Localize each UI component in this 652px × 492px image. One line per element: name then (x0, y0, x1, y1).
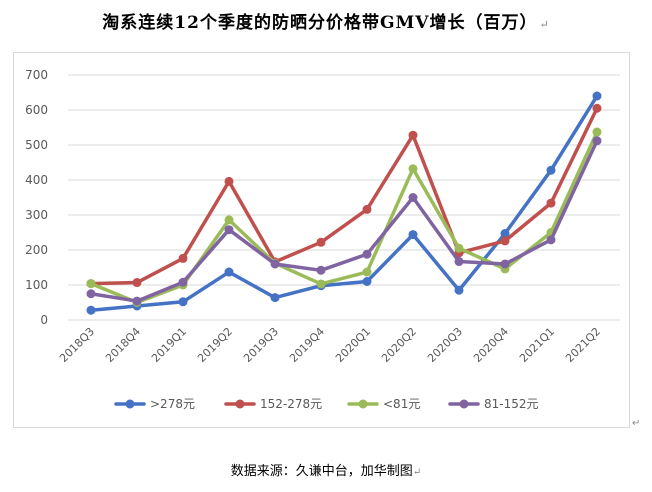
data-point (86, 289, 96, 299)
x-tick-label: 2020Q2 (379, 325, 419, 365)
legend-label: 81-152元 (484, 397, 539, 411)
series-line (89, 130, 599, 305)
y-tick-label: 100 (25, 278, 48, 292)
data-point (500, 236, 510, 246)
series-line (89, 106, 599, 286)
data-point (454, 285, 464, 295)
data-point (224, 267, 234, 277)
data-point (132, 278, 142, 288)
data-point (408, 193, 418, 202)
source-note: 数据来源：久谦中台，加华制图↵ (0, 460, 652, 479)
x-tick-label: 2018Q4 (103, 325, 143, 365)
data-point (270, 259, 280, 269)
paragraph-mark-icon: ↵ (539, 18, 550, 31)
data-point (132, 296, 142, 306)
data-point (592, 103, 602, 113)
data-point (178, 297, 188, 307)
y-tick-label: 200 (25, 243, 48, 257)
data-point (362, 249, 372, 259)
data-point (592, 136, 602, 146)
legend-label: <81元 (383, 397, 420, 411)
paragraph-mark-icon: ↵ (412, 467, 422, 478)
legend-marker (125, 399, 135, 409)
source-text: 数据来源：久谦中台，加华制图 (230, 464, 413, 479)
y-tick-label: 600 (25, 103, 48, 117)
legend-marker (459, 399, 469, 409)
x-tick-label: 2019Q2 (195, 325, 235, 365)
data-point (224, 176, 234, 186)
data-point (408, 230, 418, 240)
x-tick-label: 2019Q1 (149, 325, 189, 365)
legend-label: 152-278元 (260, 397, 322, 411)
data-point (316, 279, 326, 289)
data-point (178, 253, 188, 263)
x-tick-label: 2020Q1 (333, 325, 373, 365)
data-point (362, 267, 372, 277)
y-tick-label: 700 (25, 68, 48, 82)
data-point (454, 243, 464, 253)
series-line (89, 94, 599, 312)
data-point (224, 215, 234, 225)
data-point (500, 259, 510, 269)
series-line (89, 139, 599, 303)
chart-title: 淘系连续12个季度的防晒分价格带GMV增长（百万） ↵ (0, 8, 652, 33)
data-point (316, 265, 326, 275)
legend-marker (358, 399, 368, 409)
legend-marker (235, 399, 245, 409)
data-point (408, 164, 418, 174)
y-tick-label: 0 (40, 313, 48, 327)
data-point (592, 91, 602, 101)
paragraph-mark-icon: ↵ (632, 418, 641, 429)
x-tick-label: 2018Q3 (57, 325, 97, 365)
data-point (546, 235, 556, 245)
y-tick-label: 300 (25, 208, 48, 222)
data-point (408, 130, 418, 140)
data-point (270, 293, 280, 303)
data-point (178, 277, 188, 287)
x-tick-label: 2020Q3 (425, 325, 465, 365)
x-tick-label: 2021Q1 (517, 325, 557, 365)
x-tick-label: 2021Q2 (563, 325, 603, 365)
data-point (316, 237, 326, 247)
data-point (86, 279, 96, 289)
y-tick-label: 500 (25, 138, 48, 152)
data-point (546, 165, 556, 175)
x-tick-label: 2019Q3 (241, 325, 281, 365)
data-point (86, 305, 96, 315)
data-point (592, 127, 602, 137)
chart-title-text: 淘系连续12个季度的防晒分价格带GMV增长（百万） (102, 13, 538, 33)
data-point (362, 204, 372, 214)
data-point (224, 225, 234, 235)
data-point (500, 229, 510, 239)
data-point (546, 198, 556, 208)
data-point (362, 277, 372, 286)
legend-label: >278元 (150, 397, 195, 411)
x-tick-label: 2020Q4 (471, 325, 511, 365)
y-tick-label: 400 (25, 173, 48, 187)
data-point (454, 257, 464, 267)
x-tick-label: 2019Q4 (287, 325, 327, 365)
